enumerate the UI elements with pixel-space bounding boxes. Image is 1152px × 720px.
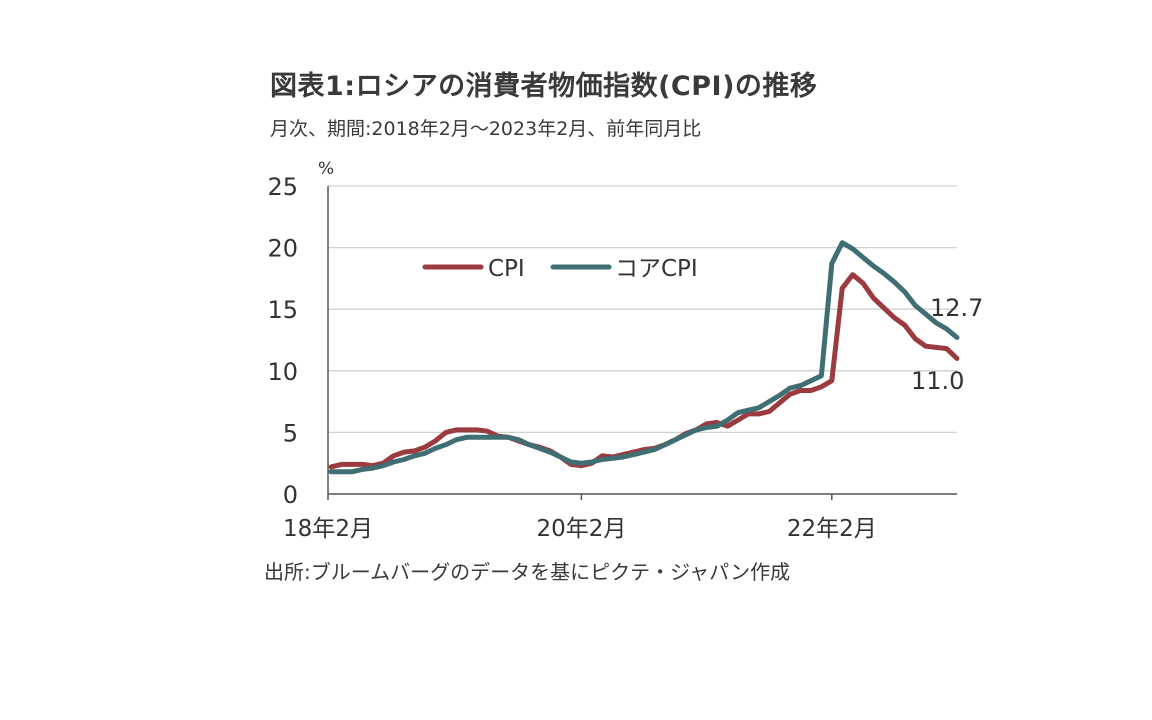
chart-title: 図表1:ロシアの消費者物価指数(CPI)の推移 xyxy=(270,71,818,102)
grid-lines xyxy=(328,185,957,434)
y-tick-label: 20 xyxy=(267,235,298,263)
axes: 0 5 10 15 20 25% 18年2月 20年2月 22年2月 xyxy=(267,159,957,542)
y-tick-label: 0 xyxy=(283,481,298,509)
y-tick-label: 10 xyxy=(267,358,298,386)
x-tick-label: 18年2月 xyxy=(283,516,373,542)
y-tick-label: 25 xyxy=(267,173,298,201)
source-note: 出所:ブルームバーグのデータを基にピクテ・ジャパン作成 xyxy=(264,560,791,584)
y-tick-label: 15 xyxy=(267,296,298,324)
cpi-end-label: 11.0 xyxy=(911,367,964,395)
y-axis-unit: % xyxy=(318,159,334,179)
legend-label-core-cpi: コアCPI xyxy=(615,256,698,282)
legend-label-cpi: CPI xyxy=(488,256,525,282)
legend: CPI コアCPI xyxy=(422,256,698,282)
core-cpi-end-label: 12.7 xyxy=(930,294,983,322)
data-labels: 12.7 11.0 xyxy=(911,294,983,395)
core-cpi-line xyxy=(328,240,960,475)
y-tick-label: 5 xyxy=(283,419,298,447)
x-tick-label: 20年2月 xyxy=(536,516,626,542)
chart-subtitle: 月次、期間:2018年2月～2023年2月、前年同月比 xyxy=(270,118,702,140)
series-lines xyxy=(328,240,960,475)
x-tick-label: 22年2月 xyxy=(787,516,877,542)
